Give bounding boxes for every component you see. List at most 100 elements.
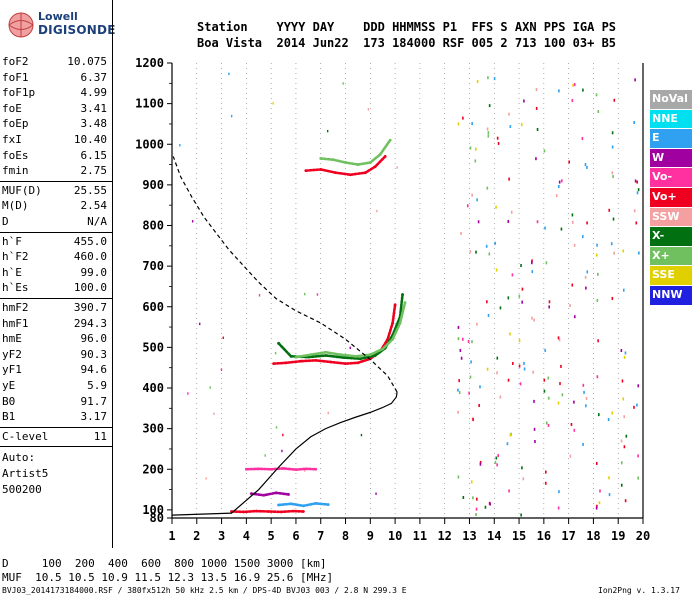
noise-dot [634,78,636,82]
noise-dot [636,191,639,195]
noise-dot [561,393,564,397]
noise-dot [557,401,560,405]
noise-dot [476,80,479,84]
muf-row: MUF 10.5 10.5 10.9 11.5 12.3 13.5 16.9 2… [2,571,334,584]
trace-point [393,303,397,307]
auto-line1: Auto: [2,451,36,465]
y-tick-label: 1100 [135,97,164,111]
noise-dot [547,423,550,427]
noise-dot [621,379,624,383]
param-name: foE [2,101,22,115]
y-tick-label: 600 [142,300,164,314]
param-row: foE 3.41 [0,101,112,117]
noise-dot [620,349,623,353]
param-value: 94.6 [80,363,108,377]
x-tick-label: 7 [317,529,324,543]
trace-point [257,467,261,471]
logo-globe-icon [8,12,34,38]
trace-point [282,467,285,470]
param-row: hmE 96.0 [0,331,112,347]
noise-dot [608,476,610,480]
trace-point [391,321,395,325]
noise-dot [457,475,460,479]
noise-dot [461,337,464,341]
param-name: M(D) [2,199,29,213]
trace-point [277,503,280,507]
noise-dot [213,412,215,415]
noise-dot [495,268,498,272]
y-tick-label: 900 [142,178,164,192]
noise-dot [519,382,522,386]
param-row: foEs 6.15 [0,148,112,164]
noise-dot [179,144,181,147]
param-value: 6.15 [80,148,108,162]
param-name: B1 [2,410,16,424]
noise-dot [518,364,521,368]
y-tick-label: 100 [142,503,164,517]
noise-dot [637,188,640,192]
noise-dot [544,470,547,474]
noise-dot [469,375,472,379]
trace-point [267,510,271,513]
noise-dot [620,483,623,487]
x-tick-label: 4 [243,529,250,543]
profile-solid-line [171,391,398,516]
x-tick-label: 6 [292,529,299,543]
trace-point [344,362,347,366]
trace-point [294,468,298,472]
noise-dot [543,389,546,393]
trace-point [339,353,342,357]
noise-dot [611,296,614,300]
trace-point [292,509,295,513]
param-value: 25.55 [73,183,107,197]
noise-dot [518,294,521,298]
param-name: yF1 [2,363,22,377]
noise-dot [485,244,488,248]
noise-dot [469,146,472,150]
header-labels: Station YYYY DAY DDD HHMMSS P1 FFS S AXN… [197,20,617,34]
profile-dashed-line [172,156,398,393]
y-tick-label: 1200 [135,56,164,70]
noise-dot [272,102,274,105]
param-value: 3.17 [80,410,108,424]
trace-point [401,293,404,296]
legend: NoVal NNE E W Vo- Vo+ SSW X- X+ SSE NNW [650,90,692,306]
trace-point [304,467,308,471]
noise-dot [585,397,588,401]
x-tick-label: 13 [462,529,476,543]
noise-dot [585,286,587,290]
trace-point [314,467,318,471]
noise-dot [608,493,611,497]
noise-dot [304,292,306,296]
param-value: 10.075 [67,55,107,68]
noise-dot [484,505,487,509]
noise-dot [220,368,223,371]
noise-dot [585,404,587,408]
noise-dot [531,261,533,265]
footer-info: BVJ03_2014173184000.RSF / 380fx512h 50 k… [2,586,407,595]
noise-dot [622,288,625,292]
noise-dot [533,427,536,431]
noise-dot [488,104,491,108]
noise-dot [494,460,497,464]
param-row: yF2 90.3 [0,347,112,363]
legend-item-nnw: NNW [650,285,692,306]
legend-item-noval: NoVal [650,90,692,110]
noise-dot [623,415,626,419]
noise-dot [586,165,588,169]
noise-dot [582,88,584,92]
param-name: h`Es [2,281,29,295]
noise-dot [499,306,502,310]
noise-dot [636,403,638,407]
noise-dot [582,383,585,387]
noise-dot [472,418,474,422]
param-name: foF1p [2,86,36,100]
param-value: 460.0 [73,250,107,264]
trace-point [329,360,333,364]
noise-dot [507,219,510,223]
param-row: h`F 455.0 [0,234,112,250]
auto-line3: 500200 [2,482,42,496]
param-name: foF1 [2,70,29,84]
noise-dot [476,198,478,202]
